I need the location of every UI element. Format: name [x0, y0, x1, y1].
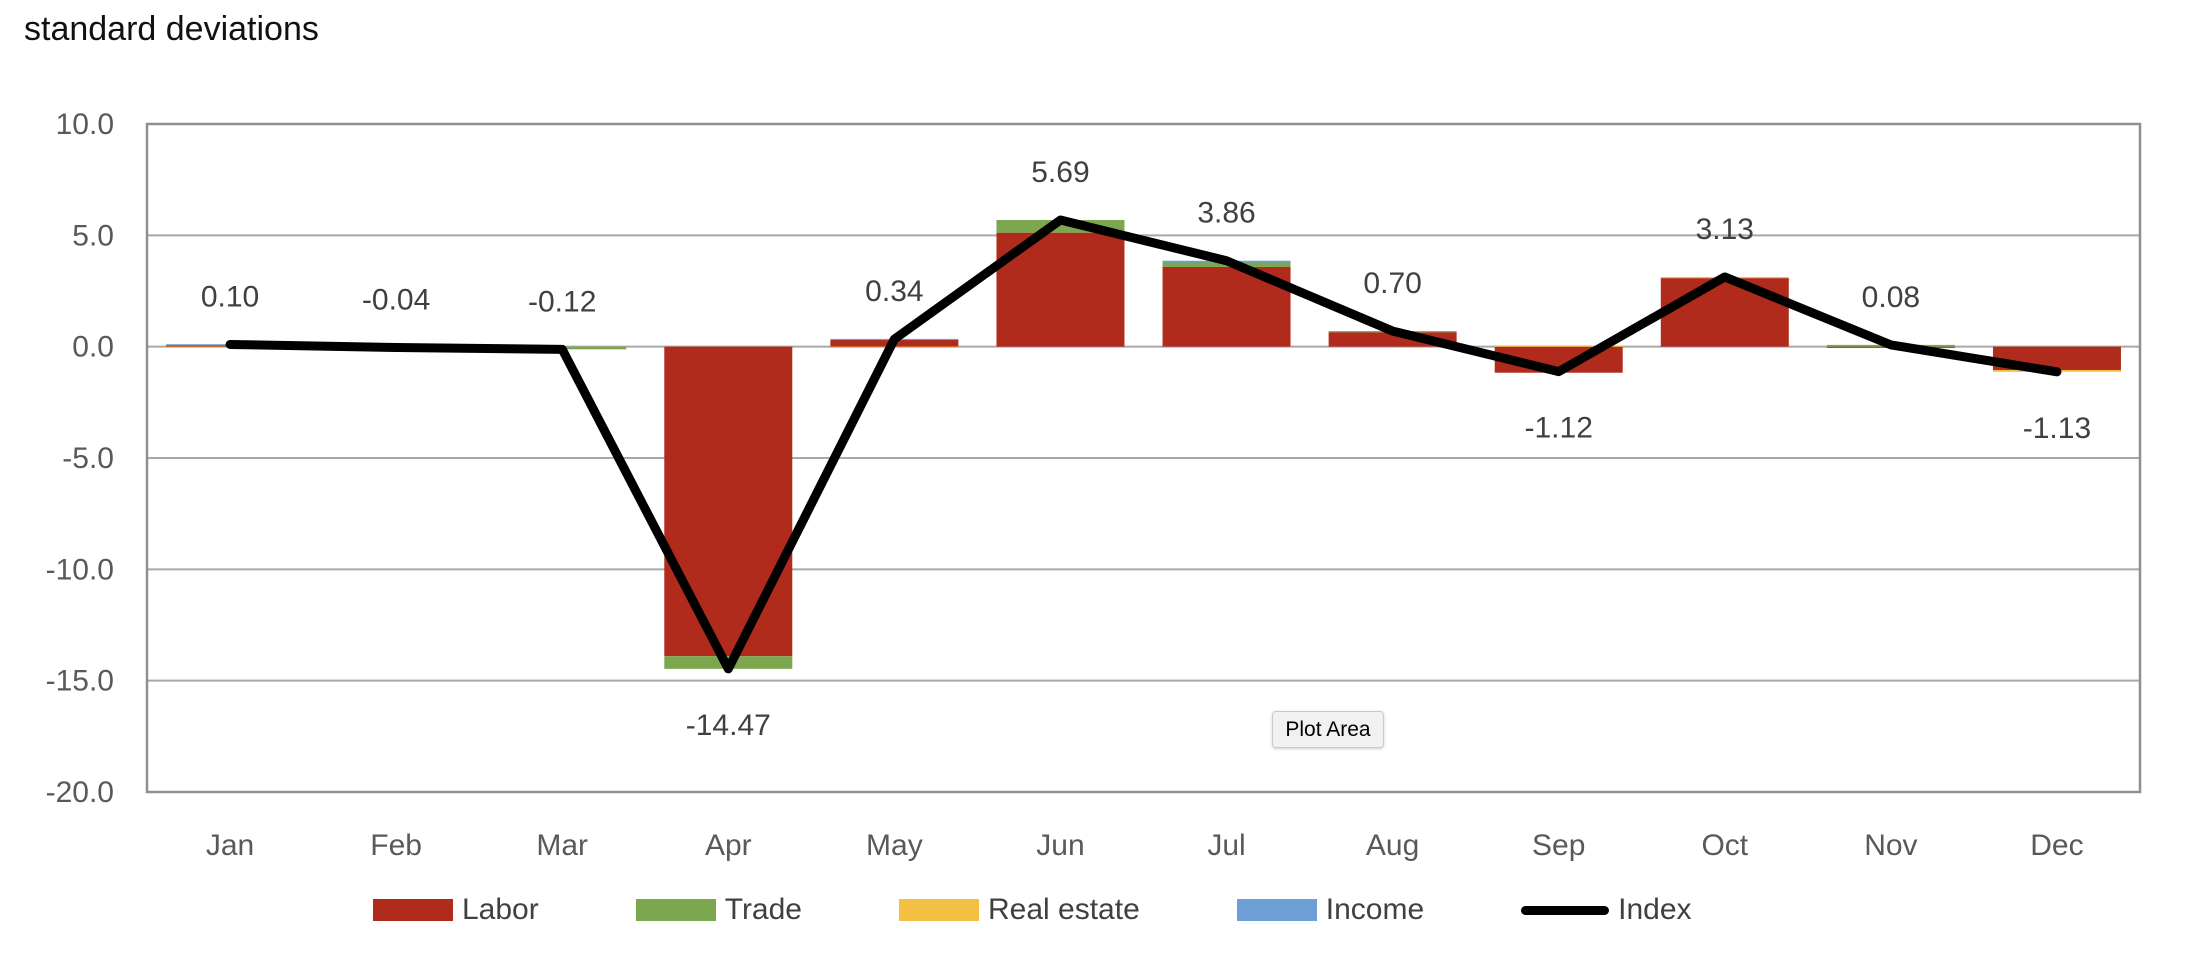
legend-label-real-estate: Real estate — [988, 893, 1140, 926]
y-tick-label-10.0: 10.0 — [56, 108, 114, 141]
x-tick-label-jul: Jul — [1207, 829, 1245, 862]
x-tick-label-may: May — [866, 829, 923, 862]
data-label-apr[interactable]: -14.47 — [686, 709, 771, 742]
data-label-mar[interactable]: -0.12 — [528, 285, 596, 318]
x-tick-label-jan: Jan — [206, 829, 254, 862]
plot-area-tooltip: Plot Area — [1272, 711, 1384, 748]
chart-legend[interactable]: Labor Trade Real estate Income Index — [373, 893, 1692, 927]
data-label-nov[interactable]: 0.08 — [1862, 281, 1920, 314]
legend-item-index[interactable]: Index — [1521, 893, 1692, 927]
data-label-may[interactable]: 0.34 — [865, 275, 923, 308]
x-tick-label-feb: Feb — [370, 829, 422, 862]
legend-label-labor: Labor — [462, 893, 539, 926]
x-tick-label-dec: Dec — [2030, 829, 2083, 862]
y-tick-label--5.0: -5.0 — [62, 442, 114, 475]
x-tick-label-apr: Apr — [705, 829, 752, 862]
y-tick-label--20.0: -20.0 — [46, 776, 114, 809]
x-tick-label-mar: Mar — [536, 829, 588, 862]
data-label-jul[interactable]: 3.86 — [1197, 197, 1255, 230]
legend-swatch-trade — [635, 899, 716, 921]
legend-swatch-labor — [373, 899, 453, 921]
data-label-aug[interactable]: 0.70 — [1363, 267, 1421, 300]
data-label-oct[interactable]: 3.13 — [1696, 213, 1754, 246]
legend-item-income[interactable]: Income — [1236, 893, 1425, 927]
legend-line-swatch-index — [1521, 905, 1610, 915]
legend-item-labor[interactable]: Labor — [373, 893, 539, 927]
y-tick-label-5.0: 5.0 — [72, 219, 114, 252]
legend-label-index: Index — [1618, 893, 1692, 926]
x-tick-label-nov: Nov — [1864, 829, 1917, 862]
x-tick-label-sep: Sep — [1532, 829, 1585, 862]
chart-title[interactable]: standard deviations — [24, 10, 319, 48]
bar-segment-labor-oct[interactable] — [1660, 278, 1789, 347]
index-line-series[interactable] — [225, 215, 2062, 674]
bar-segment-real-estate-sep[interactable] — [1494, 345, 1623, 347]
x-tick-label-jun: Jun — [1036, 829, 1084, 862]
legend-swatch-real-estate — [899, 899, 979, 921]
y-tick-label--15.0: -15.0 — [46, 665, 114, 698]
data-label-jan[interactable]: 0.10 — [201, 280, 259, 313]
legend-item-trade[interactable]: Trade — [635, 893, 802, 927]
x-tick-label-aug: Aug — [1366, 829, 1419, 862]
bar-segment-labor-apr[interactable] — [664, 346, 793, 657]
y-tick-label--10.0: -10.0 — [46, 553, 114, 586]
x-tick-label-oct: Oct — [1701, 829, 1748, 862]
legend-item-real-estate[interactable]: Real estate — [899, 893, 1140, 927]
legend-label-trade: Trade — [724, 893, 802, 926]
data-label-feb[interactable]: -0.04 — [362, 284, 430, 317]
data-label-sep[interactable]: -1.12 — [1525, 412, 1593, 445]
plot-area-tooltip-label: Plot Area — [1285, 717, 1371, 741]
legend-swatch-income — [1236, 899, 1317, 921]
legend-label-income: Income — [1325, 893, 1425, 926]
y-tick-label-0.0: 0.0 — [72, 331, 114, 364]
data-label-dec[interactable]: -1.13 — [2023, 412, 2091, 445]
plot-area-border[interactable] — [145, 122, 2142, 794]
data-label-jun[interactable]: 5.69 — [1031, 156, 1089, 189]
